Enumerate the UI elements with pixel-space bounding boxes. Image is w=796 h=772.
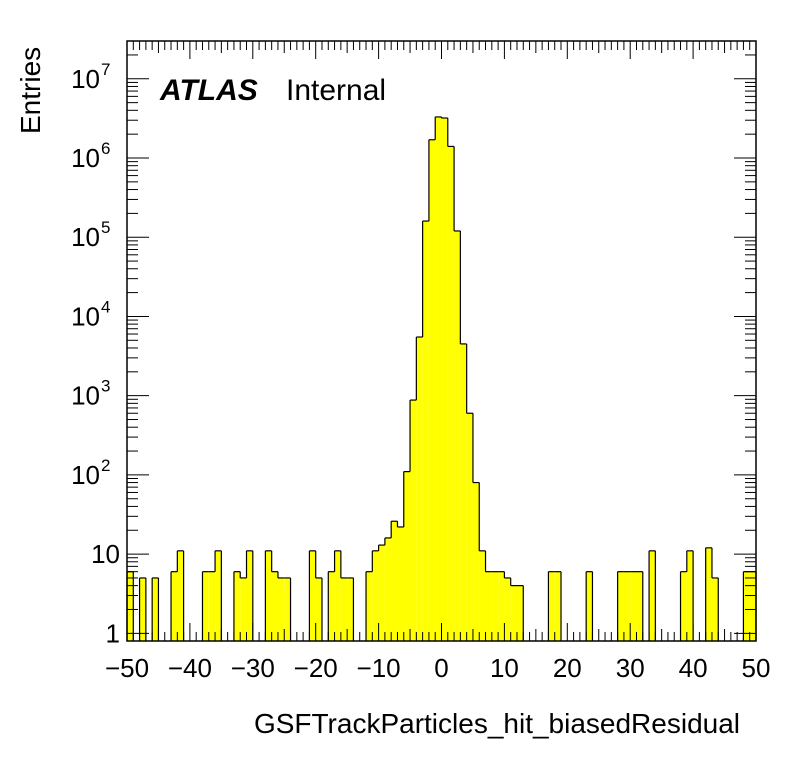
histogram-bar: [152, 577, 159, 641]
histogram-bar: [586, 571, 593, 641]
histogram-bar: [466, 413, 473, 641]
histogram-bar: [743, 571, 750, 641]
histogram-bar: [510, 585, 517, 641]
x-axis-ticks: [126, 41, 757, 641]
atlas-label: ATLAS: [159, 74, 258, 107]
histogram-bar: [435, 116, 442, 641]
x-tick-label: 10: [490, 653, 519, 683]
x-tick-label: −40: [168, 653, 212, 683]
y-tick-label: 10: [71, 222, 100, 252]
histogram-bar: [202, 571, 209, 641]
histogram-bar: [686, 550, 694, 641]
histogram-bar: [372, 550, 379, 641]
x-axis-title: GSFTrackParticles_hit_biasedResidual: [254, 708, 740, 739]
histogram-bar: [391, 521, 398, 641]
y-axis-title: Entries: [15, 47, 46, 134]
y-tick-label: 10: [71, 381, 100, 411]
histogram-bar: [680, 571, 687, 641]
histogram-bar: [617, 571, 624, 641]
histogram-bar: [397, 526, 404, 641]
y-tick-label: 10: [91, 539, 120, 569]
histogram-bar: [403, 471, 411, 641]
histogram-bar: [177, 550, 184, 641]
histogram-bar: [636, 571, 643, 641]
histogram-bar: [554, 571, 562, 641]
histogram-bar: [265, 550, 272, 641]
histogram-bar: [328, 571, 335, 641]
y-tick-label-exponent: 2: [101, 456, 110, 475]
histogram-bar: [447, 146, 455, 641]
x-tick-label: 20: [553, 653, 582, 683]
histogram-bar: [630, 571, 637, 641]
histogram-bar: [347, 577, 354, 641]
histogram-bar: [139, 577, 146, 641]
histogram-bar: [340, 577, 348, 641]
histogram-bar: [416, 337, 423, 641]
histogram-bar: [171, 571, 178, 641]
histogram-bar: [233, 571, 241, 641]
x-tick-label: −50: [105, 653, 149, 683]
histogram-bars: [126, 116, 757, 641]
y-tick-label: 10: [71, 301, 100, 331]
x-tick-label: −10: [357, 653, 401, 683]
histogram-bar: [649, 550, 656, 641]
histogram-bar: [504, 577, 511, 641]
y-axis-ticks: [127, 40, 756, 634]
x-tick-label: 0: [434, 653, 448, 683]
histogram-bar: [454, 230, 461, 641]
x-axis-tick-labels: −50 −40 −30 −20 −10 0 10 20 30 40 50: [105, 653, 771, 683]
y-tick-label-exponent: 3: [101, 377, 110, 396]
histogram-bar: [711, 577, 719, 641]
histogram-bar: [479, 550, 486, 641]
histogram-bar: [460, 343, 467, 641]
x-tick-label: −30: [231, 653, 275, 683]
histogram-bar: [472, 482, 480, 641]
histogram-bar: [378, 545, 385, 641]
histogram-bar: [309, 550, 316, 641]
y-tick-label: 10: [71, 143, 100, 173]
histogram-bar: [384, 537, 392, 641]
histogram-bar: [623, 571, 631, 641]
histogram-bar: [491, 571, 499, 641]
histogram-bar: [428, 139, 436, 641]
y-tick-label: 1: [106, 618, 120, 648]
histogram-bar: [516, 585, 524, 641]
x-tick-label: −20: [294, 653, 338, 683]
histogram-bar: [441, 117, 448, 641]
y-tick-label: 10: [71, 460, 100, 490]
histogram-bar: [208, 571, 216, 641]
histogram-bar: [246, 550, 253, 641]
x-tick-label: 50: [742, 653, 771, 683]
histogram-bar: [705, 547, 712, 641]
x-tick-label: 30: [616, 653, 645, 683]
histogram-bar: [271, 571, 278, 641]
internal-label: Internal: [286, 74, 386, 107]
histogram-bar: [498, 571, 505, 641]
y-tick-label-exponent: 6: [101, 139, 110, 158]
histogram-bar: [284, 577, 291, 641]
histogram-bar: [366, 571, 373, 641]
histogram-bar: [485, 571, 492, 641]
x-tick-label: 40: [679, 653, 708, 683]
histogram-bar: [548, 571, 555, 641]
y-tick-label: 10: [71, 64, 100, 94]
y-tick-label-exponent: 7: [101, 60, 110, 79]
histogram-bar: [315, 577, 322, 641]
histogram-bar: [422, 221, 429, 641]
histogram-bar: [277, 577, 285, 641]
histogram-bar: [334, 550, 341, 641]
histogram-bar: [410, 400, 417, 641]
histogram-bar: [215, 550, 222, 641]
histogram-bar: [749, 571, 756, 641]
histogram-bar: [127, 571, 134, 641]
y-tick-label-exponent: 4: [101, 297, 110, 316]
y-tick-label-exponent: 5: [101, 218, 110, 237]
histogram-bar: [240, 577, 247, 641]
